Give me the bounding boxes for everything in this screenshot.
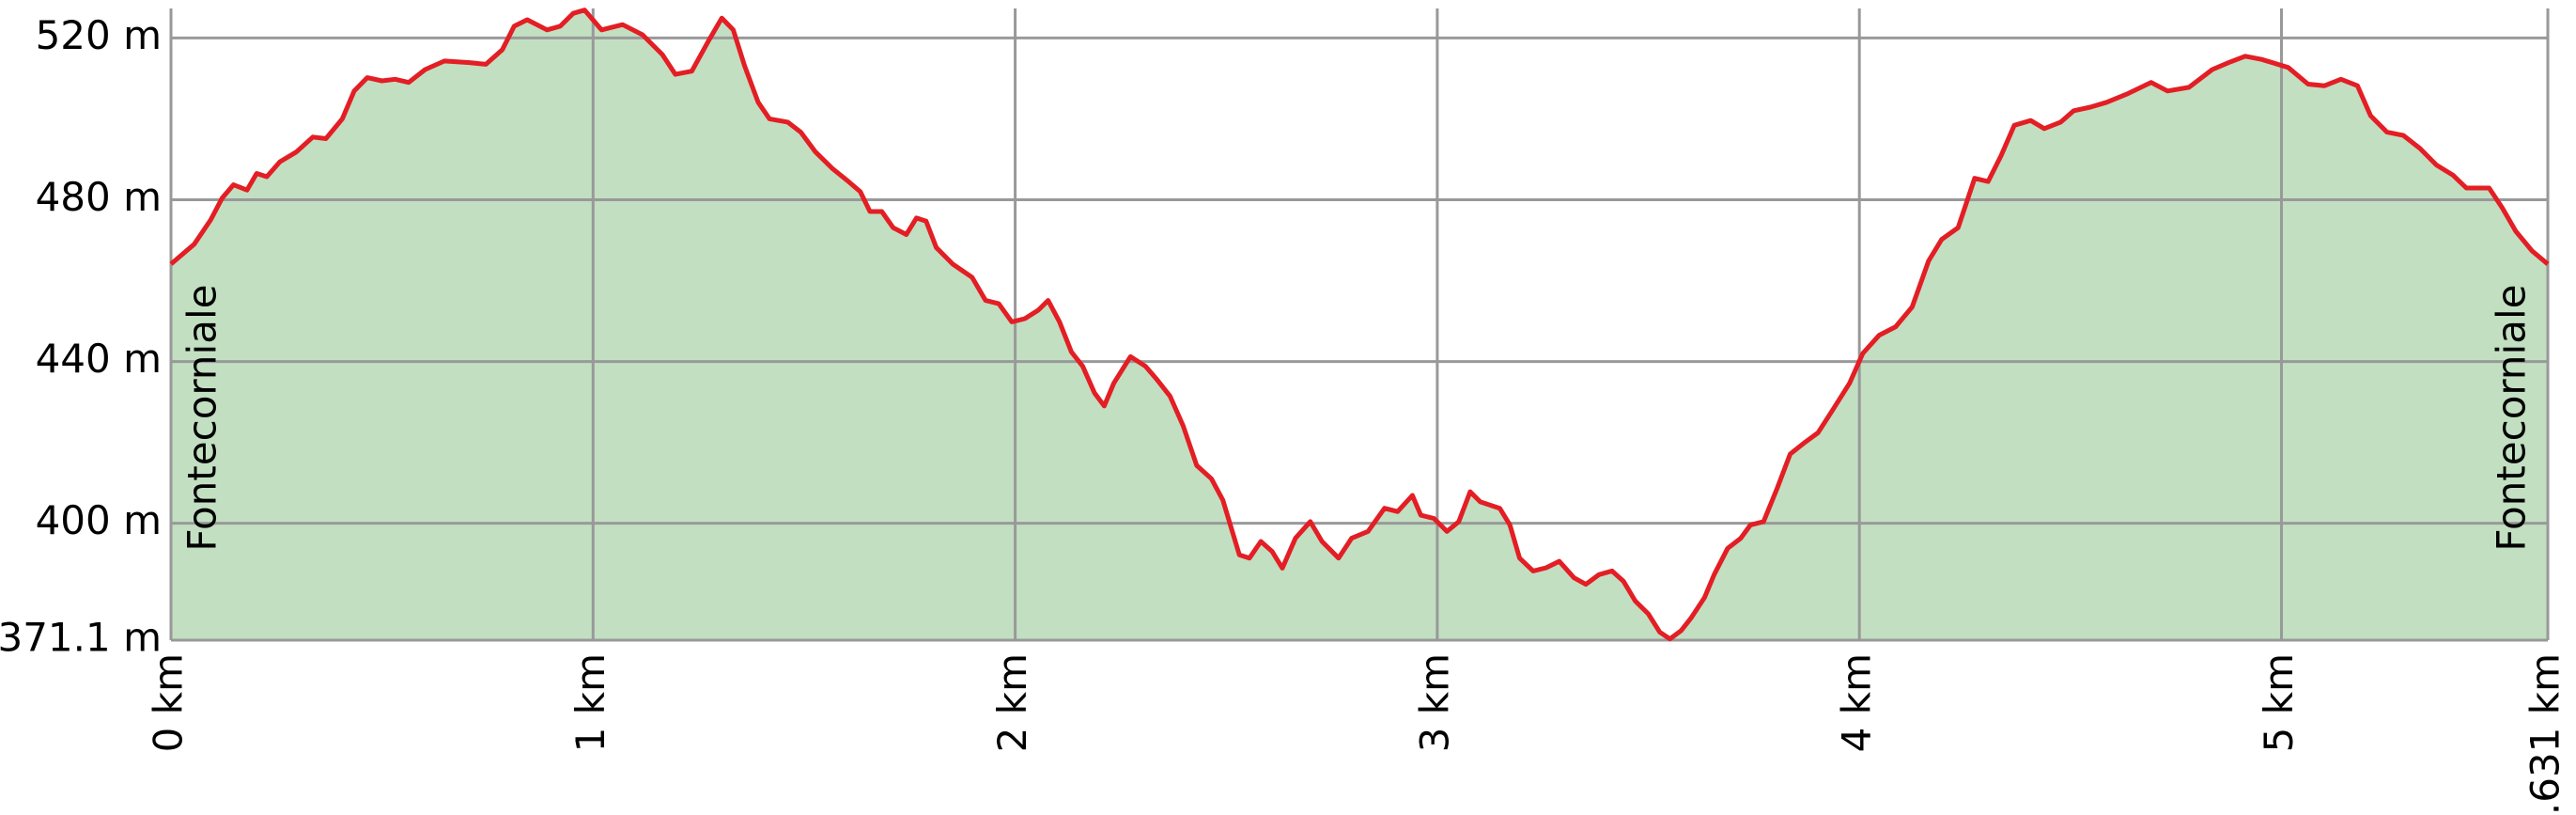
elevation-line xyxy=(169,8,2550,642)
x-tick-label: 4 km xyxy=(1834,653,1880,752)
y-tick-label: 440 m xyxy=(36,336,162,382)
x-tick-label: 5.631 km xyxy=(2522,653,2568,815)
x-tick-label: 3 km xyxy=(1411,653,1457,752)
y-tick-label: 520 m xyxy=(36,12,162,58)
location-label: Fontecorniale xyxy=(179,285,225,552)
y-tick-label: 400 m xyxy=(36,497,162,543)
x-tick-label: 1 km xyxy=(567,653,613,752)
x-tick-label: 0 km xyxy=(146,653,192,752)
y-tick-label: 371.1 m xyxy=(0,615,162,661)
y-tick-label: 480 m xyxy=(36,174,162,220)
area-fill xyxy=(171,9,2548,640)
x-tick-label: 2 km xyxy=(989,653,1035,752)
x-tick-label: 5 km xyxy=(2256,653,2302,752)
location-label: Fontecorniale xyxy=(2489,285,2535,552)
